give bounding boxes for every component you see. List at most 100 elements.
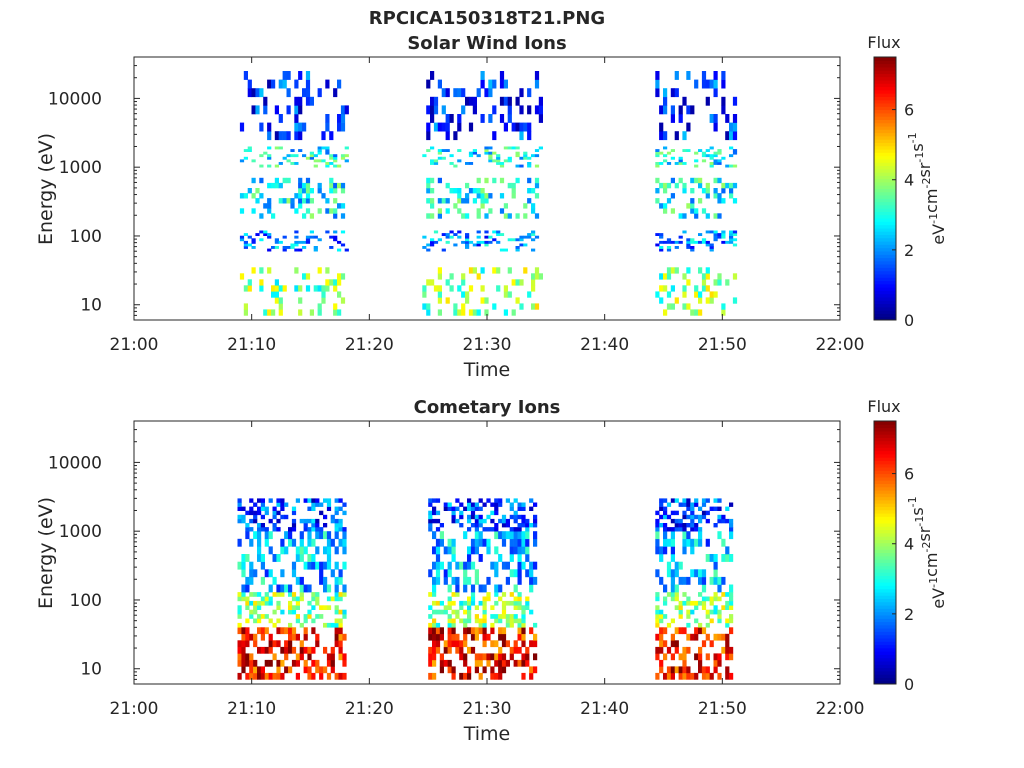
heatmap-cell [655, 672, 660, 680]
heatmap-cell [488, 154, 493, 158]
heatmap-cell [478, 672, 483, 680]
heatmap-cell [694, 151, 699, 155]
heatmap-cell [717, 584, 722, 593]
heatmap-cell [437, 213, 442, 219]
heatmap-cell [463, 506, 468, 511]
heatmap-cell [264, 531, 269, 540]
heatmap-cell [333, 309, 338, 316]
heatmap-cell [490, 518, 495, 524]
heatmap-cell [725, 633, 730, 641]
heatmap-cell [463, 622, 468, 628]
heatmap-cell [474, 633, 479, 641]
heatmap-cell [445, 297, 450, 304]
heatmap-cell [713, 235, 718, 239]
heatmap-cell [437, 198, 442, 204]
heatmap-cell [451, 627, 456, 635]
heatmap-cell [298, 193, 303, 199]
heatmap-cell [482, 584, 487, 593]
heatmap-cell [245, 576, 250, 585]
heatmap-cell [698, 514, 703, 520]
heatmap-cell [480, 267, 485, 274]
heatmap-cell [732, 243, 738, 247]
heatmap-cell [515, 154, 520, 158]
heatmap-cell [342, 614, 347, 619]
heatmap-cell [509, 600, 514, 606]
heatmap-cell [326, 584, 332, 593]
heatmap-cell [492, 105, 497, 115]
heatmap-cell [670, 105, 675, 115]
heatmap-cell [282, 156, 287, 160]
heatmap-cell [496, 240, 501, 244]
heatmap-cell [698, 622, 703, 628]
heatmap-cell [251, 177, 256, 184]
heatmap-cell [340, 182, 346, 189]
heatmap-cell [721, 156, 726, 160]
heatmap-cell [313, 248, 318, 252]
colorbar-segment [874, 496, 896, 501]
heatmap-cell [294, 114, 299, 123]
heatmap-cell [459, 600, 464, 606]
heatmap-cell [253, 659, 258, 667]
heatmap-cell [463, 531, 468, 540]
heatmap-cell [311, 605, 316, 610]
heatmap-cell [515, 279, 520, 286]
heatmap-cell [470, 596, 476, 602]
heatmap-cell [717, 672, 722, 680]
heatmap-cell [319, 614, 324, 619]
heatmap-cell [435, 627, 441, 635]
heatmap-cell [694, 164, 699, 168]
heatmap-cell [463, 561, 468, 570]
heatmap-cell [447, 614, 452, 619]
colorbar-frame [873, 56, 897, 321]
heatmap-cell [674, 666, 679, 674]
heatmap-cell [309, 309, 314, 316]
heatmap-cell [674, 527, 679, 532]
heatmap-cell [655, 149, 660, 152]
heatmap-cell [432, 498, 437, 503]
heatmap-cell [725, 240, 730, 244]
heatmap-cell [478, 554, 483, 562]
heatmap-cell [260, 627, 265, 635]
heatmap-cell [315, 596, 320, 602]
heatmap-cell [705, 285, 710, 292]
heatmap-cell [531, 238, 536, 242]
heatmap-cell [437, 285, 442, 292]
heatmap-cell [686, 596, 691, 602]
heatmap-cell [498, 531, 503, 540]
heatmap-cell [474, 531, 479, 540]
heatmap-cell [690, 177, 695, 184]
heatmap-cell [435, 576, 441, 585]
heatmap-cell [655, 291, 660, 298]
heatmap-cell [298, 177, 303, 184]
heatmap-cell [449, 154, 454, 158]
heatmap-cell [503, 309, 508, 316]
heatmap-cell [492, 238, 497, 242]
colorbar-tick-label: 0 [904, 675, 914, 694]
heatmap-cell [717, 198, 722, 204]
heatmap-cell [678, 240, 683, 244]
heatmap-cell [690, 609, 695, 615]
heatmap-cell [666, 182, 672, 189]
heatmap-cell [441, 198, 446, 204]
heatmap-cell [659, 273, 664, 280]
heatmap-cell [663, 627, 668, 635]
heatmap-cell [239, 273, 245, 280]
heatmap-cell [534, 182, 540, 189]
heatmap-cell [517, 596, 522, 602]
heatmap-cell [426, 198, 431, 204]
heatmap-cell [337, 203, 342, 209]
heatmap-cell [468, 240, 474, 244]
heatmap-cell [451, 622, 456, 628]
heatmap-cell [264, 506, 269, 511]
heatmap-cell [326, 538, 332, 547]
heatmap-cell [509, 614, 514, 619]
heatmap-cell [282, 235, 287, 239]
heatmap-cell [284, 514, 289, 520]
heatmap-cell [249, 518, 254, 524]
heatmap-cell [426, 79, 431, 89]
heatmap-cell [521, 633, 526, 641]
heatmap-cell [525, 518, 530, 524]
heatmap-cell [505, 576, 510, 585]
heatmap-cell [334, 622, 339, 628]
